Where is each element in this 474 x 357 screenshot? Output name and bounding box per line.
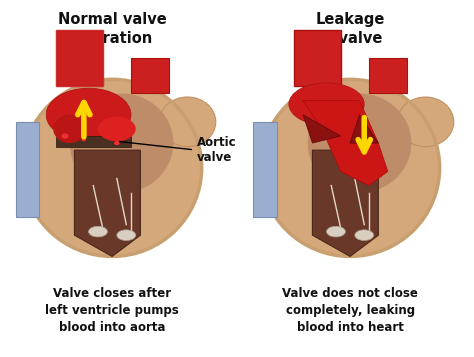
Polygon shape	[131, 58, 169, 94]
Text: Valve closes after
left ventricle pumps
blood into aorta: Valve closes after left ventricle pumps …	[45, 287, 179, 335]
Polygon shape	[55, 136, 131, 147]
Polygon shape	[312, 150, 378, 256]
Polygon shape	[254, 122, 277, 217]
Ellipse shape	[159, 97, 216, 147]
Polygon shape	[350, 115, 378, 143]
Ellipse shape	[117, 230, 136, 241]
Ellipse shape	[98, 116, 136, 141]
Text: Leakage
of valve: Leakage of valve	[315, 12, 385, 46]
Polygon shape	[303, 101, 388, 186]
Ellipse shape	[327, 226, 346, 237]
Ellipse shape	[355, 230, 374, 241]
Text: Normal valve
operation: Normal valve operation	[58, 12, 166, 46]
Polygon shape	[369, 58, 407, 94]
Ellipse shape	[70, 94, 173, 193]
Ellipse shape	[261, 79, 439, 256]
Polygon shape	[55, 30, 103, 86]
Ellipse shape	[89, 226, 108, 237]
Ellipse shape	[308, 94, 411, 193]
Polygon shape	[293, 30, 341, 86]
Polygon shape	[303, 115, 341, 143]
Ellipse shape	[397, 97, 454, 147]
Ellipse shape	[62, 133, 69, 139]
Ellipse shape	[23, 79, 201, 256]
Ellipse shape	[114, 141, 119, 145]
Polygon shape	[16, 122, 39, 217]
Ellipse shape	[46, 88, 131, 141]
Text: Valve does not close
completely, leaking
blood into heart: Valve does not close completely, leaking…	[282, 287, 418, 335]
Text: Aortic
valve: Aortic valve	[119, 136, 237, 164]
Ellipse shape	[289, 83, 364, 125]
Polygon shape	[74, 150, 140, 256]
Ellipse shape	[53, 115, 86, 143]
Ellipse shape	[82, 138, 86, 141]
